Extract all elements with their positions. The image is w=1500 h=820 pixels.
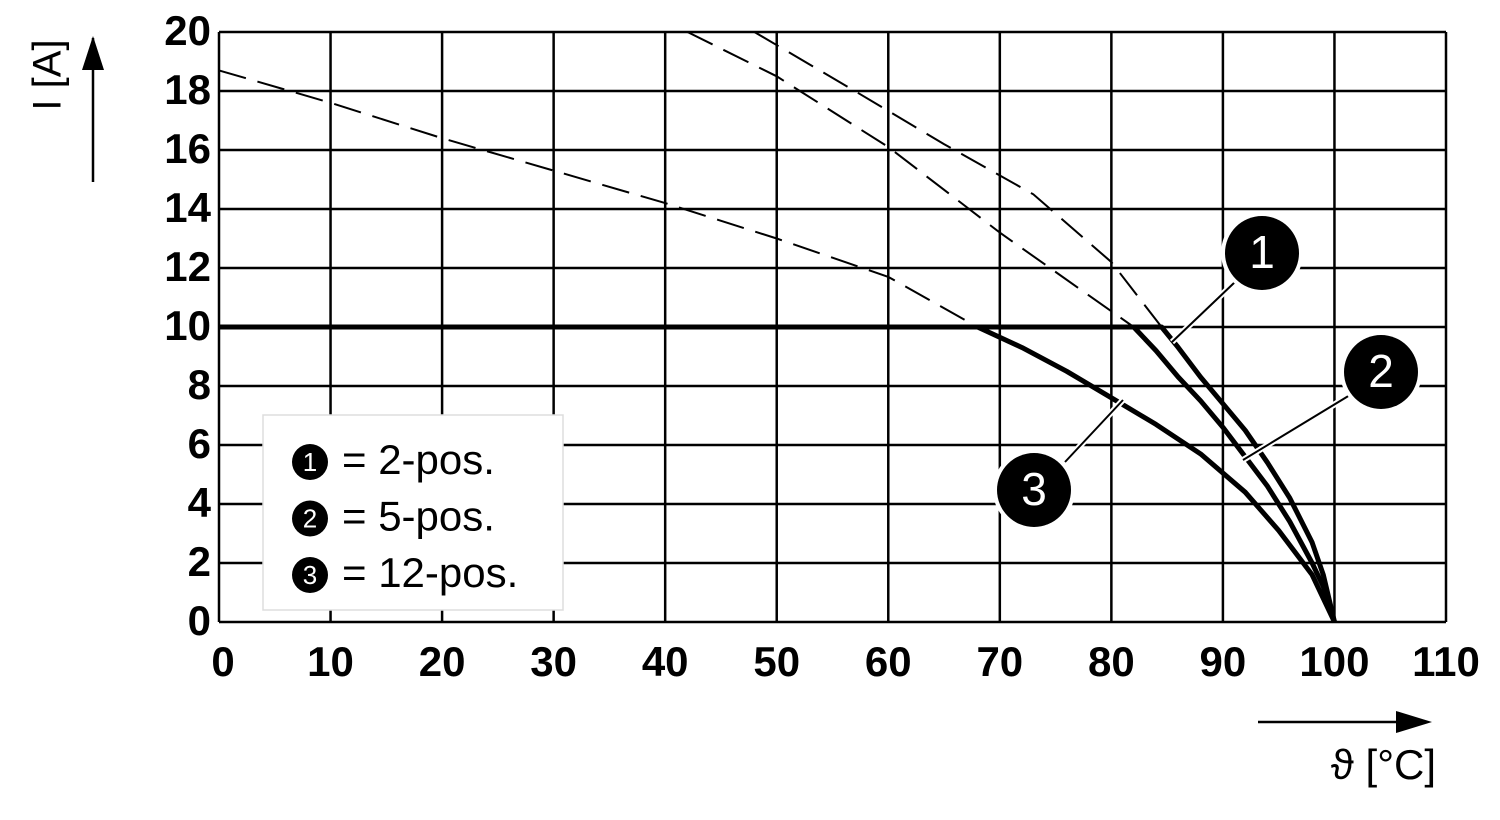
leader-line	[1171, 281, 1236, 343]
legend-marker	[292, 500, 328, 537]
legend-marker	[292, 444, 328, 480]
leader-line	[1242, 394, 1351, 461]
x-tick-label: 60	[865, 638, 912, 685]
legend-marker-label: 3	[303, 560, 317, 590]
y-tick-label: 4	[188, 479, 212, 526]
x-tick-label: 40	[642, 638, 689, 685]
legend-marker	[292, 557, 328, 593]
legend-marker-label: 2	[303, 503, 317, 533]
callout-label: 2	[1368, 345, 1394, 397]
legend-label: = 5-pos.	[342, 493, 495, 540]
y-tick-label: 14	[164, 184, 211, 231]
y-tick-label: 20	[164, 7, 211, 54]
extrapolation-line	[753, 31, 1163, 328]
y-tick-label: 8	[188, 361, 211, 408]
y-arrow-head	[82, 36, 104, 70]
callout-circle	[997, 453, 1071, 527]
y-tick-label: 16	[164, 125, 211, 172]
callout-label: 3	[1021, 463, 1047, 515]
x-tick-label: 20	[419, 638, 466, 685]
x-tick-label: 110	[1412, 638, 1480, 685]
series-line	[219, 324, 1337, 623]
y-tick-label: 0	[188, 597, 211, 644]
legend-marker-label: 1	[303, 447, 317, 477]
legend-label: = 12-pos.	[342, 549, 518, 596]
x-arrow-head	[1396, 711, 1432, 733]
x-tick-label: 30	[530, 638, 577, 685]
x-tick-label: 0	[211, 638, 234, 685]
y-axis-label: I [A]	[26, 39, 70, 110]
series-line	[219, 324, 1337, 624]
y-tick-label: 18	[164, 66, 211, 113]
extrapolation-line	[687, 31, 1135, 328]
y-tick-label: 6	[188, 420, 211, 467]
callout-circle	[1344, 335, 1418, 409]
extrapolation-line	[218, 69, 978, 328]
callout-label: 1	[1249, 226, 1275, 278]
y-tick-label: 12	[164, 243, 211, 290]
leader-line	[1064, 399, 1124, 463]
x-axis-label: ϑ [°C]	[1331, 741, 1436, 788]
x-tick-label: 100	[1299, 638, 1369, 685]
x-tick-label: 50	[753, 638, 800, 685]
y-tick-label: 2	[188, 538, 211, 585]
x-tick-label: 90	[1200, 638, 1247, 685]
callout-circle	[1225, 216, 1299, 290]
legend-label: = 2-pos.	[342, 436, 495, 483]
x-tick-label: 70	[976, 638, 1023, 685]
x-tick-label: 80	[1088, 638, 1135, 685]
x-tick-label: 10	[307, 638, 354, 685]
y-tick-label: 10	[164, 302, 211, 349]
